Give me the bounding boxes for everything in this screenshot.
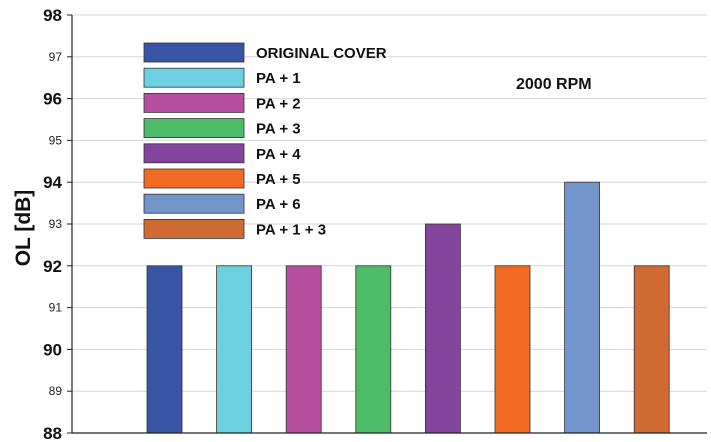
- legend-label: PA + 1 + 3: [256, 221, 326, 238]
- annotation-text: 2000 RPM: [516, 76, 592, 93]
- y-tick-label: 96: [43, 90, 62, 109]
- y-tick-label: 94: [43, 173, 62, 192]
- y-tick-label: 93: [49, 217, 63, 231]
- legend-label: PA + 3: [256, 121, 301, 138]
- bar: [564, 181, 600, 434]
- bar: [355, 265, 392, 434]
- legend-label: PA + 5: [256, 171, 301, 188]
- legend-swatch: [143, 67, 245, 88]
- legend-label: PA + 2: [256, 95, 301, 112]
- legend-swatch: [143, 93, 245, 113]
- legend-swatch: [143, 218, 245, 239]
- y-tick-label: 95: [49, 133, 63, 147]
- bar: [216, 265, 253, 434]
- legend-swatch: [143, 143, 245, 164]
- legend-label: PA + 4: [256, 146, 301, 163]
- legend-label: PA + 1: [256, 70, 301, 87]
- bar: [146, 265, 183, 434]
- y-axis-label: OL [dB]: [12, 190, 35, 267]
- bar: [494, 265, 531, 434]
- bar: [633, 265, 670, 434]
- legend-label: PA + 6: [256, 196, 301, 213]
- y-tick-label: 88: [43, 424, 62, 442]
- legend-swatch: [143, 42, 245, 63]
- bar: [285, 265, 322, 434]
- y-tick-label: 90: [43, 340, 62, 359]
- y-tick-label: 98: [43, 6, 62, 25]
- y-tick-label: 97: [49, 50, 63, 64]
- legend-swatch: [143, 168, 245, 189]
- legend-label: ORIGINAL COVER: [256, 45, 387, 62]
- axes: [67, 14, 707, 434]
- y-tick-label: 89: [49, 384, 63, 398]
- legend: ORIGINAL COVER PA + 1 PA + 2 PA + 3 PA + 4 PA…: [143, 42, 387, 239]
- y-tick-labels: 88 90 92 94 96 98 89 91 93 95 97: [43, 6, 62, 442]
- legend-swatch: [143, 193, 245, 214]
- y-tick-label: 91: [49, 301, 63, 315]
- bar: [424, 223, 461, 434]
- y-tick-label: 92: [43, 257, 62, 276]
- legend-swatch: [143, 118, 245, 138]
